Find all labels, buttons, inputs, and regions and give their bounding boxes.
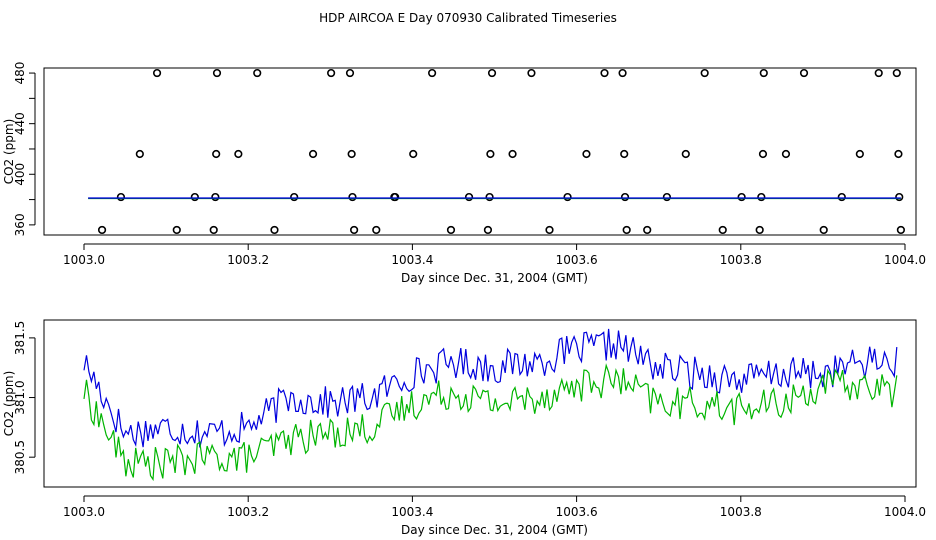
data-point bbox=[372, 225, 381, 235]
data-point bbox=[894, 149, 903, 159]
data-point bbox=[485, 192, 494, 202]
data-point bbox=[234, 149, 243, 159]
x-tick-label: 1003.0 bbox=[63, 253, 105, 267]
data-point bbox=[718, 225, 727, 235]
data-point bbox=[892, 68, 901, 78]
data-point bbox=[253, 68, 262, 78]
x-tick-label: 1004.0 bbox=[884, 253, 926, 267]
data-point bbox=[582, 149, 591, 159]
y-axis-label: CO2 (ppm) bbox=[2, 371, 16, 437]
data-point bbox=[212, 149, 221, 159]
data-point bbox=[757, 192, 766, 202]
x-axis-label: Day since Dec. 31, 2004 (GMT) bbox=[401, 271, 588, 285]
data-point bbox=[855, 149, 864, 159]
data-point bbox=[135, 149, 144, 159]
data-point bbox=[622, 225, 631, 235]
data-point bbox=[428, 68, 437, 78]
x-tick-label: 1003.8 bbox=[720, 505, 762, 519]
data-point bbox=[618, 68, 627, 78]
data-point bbox=[508, 149, 517, 159]
data-point bbox=[487, 68, 497, 78]
y-tick-label: 440 bbox=[13, 112, 27, 135]
co2-timeseries-line-panel: 1003.0 1003.2 1003.4 1003.6 1003.8 1004.0 Day … bbox=[2, 319, 926, 537]
series-line bbox=[83, 363, 898, 482]
plot-frame bbox=[43, 67, 917, 236]
data-point bbox=[819, 225, 828, 235]
data-point bbox=[563, 192, 572, 202]
data-point bbox=[464, 192, 474, 202]
data-point bbox=[152, 68, 162, 78]
x-tick-label: 1003.2 bbox=[227, 505, 269, 519]
data-point bbox=[681, 149, 690, 159]
data-point bbox=[483, 225, 493, 235]
figure-title: HDP AIRCOA E Day 070930 Calibrated Times… bbox=[319, 11, 617, 25]
data-point bbox=[874, 68, 883, 78]
data-point bbox=[545, 225, 554, 235]
data-point bbox=[211, 192, 220, 202]
data-point bbox=[758, 149, 768, 159]
data-point bbox=[190, 192, 199, 202]
data-point bbox=[97, 225, 107, 235]
data-point bbox=[896, 225, 905, 235]
x-tick-label: 1003.4 bbox=[391, 505, 433, 519]
y-tick-label: 480 bbox=[13, 62, 27, 85]
x-tick-label: 1003.0 bbox=[63, 505, 105, 519]
data-point bbox=[327, 68, 336, 78]
data-point bbox=[486, 149, 495, 159]
data-point bbox=[350, 225, 359, 235]
data-point bbox=[409, 149, 418, 159]
x-axis-label: Day since Dec. 31, 2004 (GMT) bbox=[401, 523, 588, 537]
data-point bbox=[290, 192, 299, 202]
data-point bbox=[755, 225, 764, 235]
data-point bbox=[781, 149, 791, 159]
x-tick-label: 1004.0 bbox=[884, 505, 926, 519]
data-point bbox=[348, 192, 357, 202]
data-point bbox=[620, 192, 630, 202]
data-point bbox=[308, 149, 318, 159]
plot-frame bbox=[43, 319, 917, 488]
data-point bbox=[600, 68, 609, 78]
y-axis-label: CO2 (ppm) bbox=[2, 119, 16, 185]
x-tick-label: 1003.4 bbox=[391, 253, 433, 267]
data-point bbox=[270, 225, 279, 235]
y-tick-label: 380.5 bbox=[13, 440, 27, 474]
series-line bbox=[83, 328, 898, 448]
data-point bbox=[172, 225, 181, 235]
data-point bbox=[799, 68, 809, 78]
data-layer bbox=[88, 68, 905, 235]
data-point bbox=[895, 192, 904, 202]
x-tick-label: 1003.6 bbox=[556, 505, 598, 519]
data-point bbox=[662, 192, 672, 202]
y-tick-label: 400 bbox=[13, 163, 27, 186]
data-point bbox=[212, 68, 222, 78]
x-tick-label: 1003.8 bbox=[720, 253, 762, 267]
co2-raw-scatter-panel: 1003.0 1003.2 1003.4 1003.6 1003.8 1004.0 Day … bbox=[2, 62, 926, 285]
data-point bbox=[700, 68, 709, 78]
data-layer bbox=[83, 328, 898, 482]
data-point bbox=[345, 68, 355, 78]
data-point bbox=[391, 192, 400, 202]
data-point bbox=[620, 149, 629, 159]
y-tick-label: 360 bbox=[13, 213, 27, 236]
x-tick-label: 1003.2 bbox=[227, 253, 269, 267]
data-point bbox=[759, 68, 768, 78]
data-point bbox=[446, 225, 456, 235]
data-point bbox=[527, 68, 536, 78]
data-point bbox=[209, 225, 218, 235]
y-tick-label: 381.0 bbox=[13, 380, 27, 414]
y-tick-label: 381.5 bbox=[13, 321, 27, 355]
data-point bbox=[347, 149, 356, 159]
x-tick-label: 1003.6 bbox=[556, 253, 598, 267]
data-point bbox=[643, 225, 652, 235]
data-point bbox=[737, 192, 746, 202]
data-point bbox=[116, 192, 126, 202]
data-point bbox=[837, 192, 846, 202]
